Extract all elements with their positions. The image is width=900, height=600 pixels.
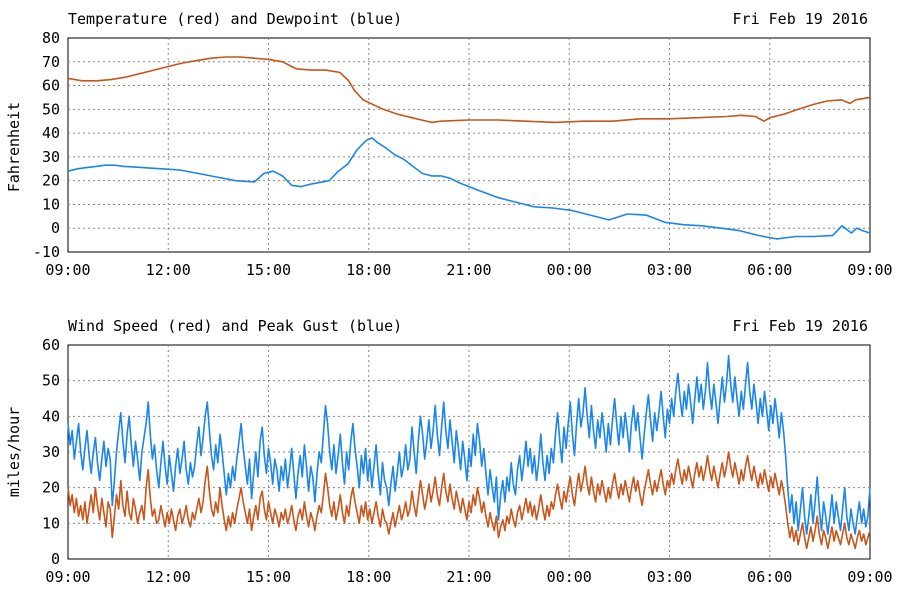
series-red-line (67, 56, 871, 124)
x-tick-label: 15:00 (246, 568, 291, 586)
y-tick-label: -10 (33, 243, 60, 261)
x-tick-label: 18:00 (346, 261, 391, 279)
series-blue-line (67, 354, 871, 535)
chart-date: Fri Feb 19 2016 (733, 317, 868, 335)
y-tick-labels: 60 50 40 30 20 10 0 (42, 336, 60, 568)
x-tick-label: 06:00 (747, 261, 792, 279)
y-tick-label: 80 (42, 29, 60, 47)
x-tick-labels: 09:00 12:00 15:00 18:00 21:00 00:00 03:00 06:00… (45, 261, 892, 279)
y-tick-label: 40 (42, 407, 60, 425)
y-tick-label: 60 (42, 77, 60, 95)
series-blue-line (67, 137, 871, 240)
y-tick-label: 50 (42, 372, 60, 390)
y-tick-label: 20 (42, 479, 60, 497)
x-tick-label: 09:00 (45, 568, 90, 586)
x-tick-label: 03:00 (647, 568, 692, 586)
x-tick-label: 15:00 (246, 261, 291, 279)
chart-title: Wind Speed (red) and Peak Gust (blue) (68, 317, 402, 335)
grid-lines (68, 38, 870, 252)
y-tick-labels: 80 70 60 50 40 30 20 10 0 -10 (33, 29, 60, 261)
wind-gust-chart: Wind Speed (red) and Peak Gust (blue) Fr… (5, 317, 893, 586)
x-tick-label: 09:00 (847, 261, 892, 279)
y-axis-label: Fahrenheit (5, 102, 23, 192)
x-tick-labels: 09:00 12:00 15:00 18:00 21:00 00:00 03:00 06:00… (45, 568, 892, 586)
y-tick-label: 50 (42, 100, 60, 118)
y-tick-label: 30 (42, 148, 60, 166)
x-tick-label: 06:00 (747, 568, 792, 586)
x-tick-label: 21:00 (446, 261, 491, 279)
y-axis-label: miles/hour (5, 407, 23, 497)
series-red-line (67, 451, 871, 550)
y-tick-label: 0 (51, 219, 60, 237)
series-lines (67, 56, 871, 240)
x-tick-label: 12:00 (146, 568, 191, 586)
x-tick-label: 12:00 (146, 261, 191, 279)
x-tick-label: 21:00 (446, 568, 491, 586)
series-lines (67, 354, 871, 550)
chart-date: Fri Feb 19 2016 (733, 10, 868, 28)
y-tick-label: 20 (42, 172, 60, 190)
temperature-dewpoint-chart: Temperature (red) and Dewpoint (blue) Fr… (5, 10, 893, 279)
x-tick-label: 18:00 (346, 568, 391, 586)
y-tick-label: 30 (42, 443, 60, 461)
x-tick-label: 00:00 (547, 261, 592, 279)
y-tick-label: 60 (42, 336, 60, 354)
y-tick-label: 70 (42, 53, 60, 71)
chart-title: Temperature (red) and Dewpoint (blue) (68, 10, 402, 28)
x-tick-label: 00:00 (547, 568, 592, 586)
x-tick-label: 09:00 (45, 261, 90, 279)
y-tick-label: 0 (51, 550, 60, 568)
y-tick-label: 10 (42, 195, 60, 213)
x-tick-label: 09:00 (847, 568, 892, 586)
y-tick-label: 10 (42, 514, 60, 532)
x-tick-label: 03:00 (647, 261, 692, 279)
y-tick-label: 40 (42, 124, 60, 142)
